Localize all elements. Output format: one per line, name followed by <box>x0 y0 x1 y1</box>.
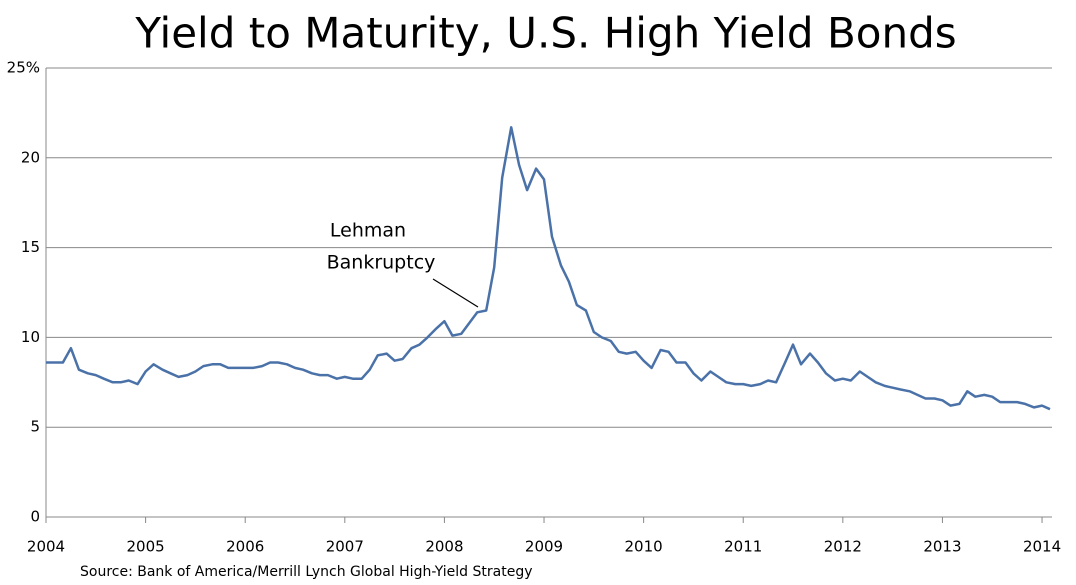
annotation: Lehman <box>330 220 406 242</box>
x-tick-label: 2010 <box>625 538 663 556</box>
chart-title: Yield to Maturity, U.S. High Yield Bonds <box>134 9 956 58</box>
y-tick-label: 5 <box>30 418 40 436</box>
x-tick-label: 2006 <box>226 538 264 556</box>
x-tick-label: 2011 <box>724 538 762 556</box>
data-line <box>46 126 1051 411</box>
source-note: Source: Bank of America/Merrill Lynch Gl… <box>80 564 533 580</box>
y-tick-label: 15 <box>21 238 40 256</box>
y-tick-label: 25% <box>7 59 40 77</box>
x-tick-label: 2008 <box>425 538 463 556</box>
x-tick-label: 2004 <box>27 538 65 556</box>
x-tick-label: 2005 <box>127 538 165 556</box>
x-tick-label: 2013 <box>923 538 961 556</box>
y-tick-label: 0 <box>30 508 40 526</box>
annotation: Bankruptcy <box>327 252 436 274</box>
annotation-arrow <box>432 278 479 308</box>
x-tick-label: 2012 <box>824 538 862 556</box>
x-tick-label: 2014 <box>1023 538 1061 556</box>
y-tick-label: 20 <box>21 148 40 166</box>
y-tick-label: 10 <box>21 328 40 346</box>
x-tick-label: 2007 <box>326 538 364 556</box>
x-tick-label: 2009 <box>525 538 563 556</box>
